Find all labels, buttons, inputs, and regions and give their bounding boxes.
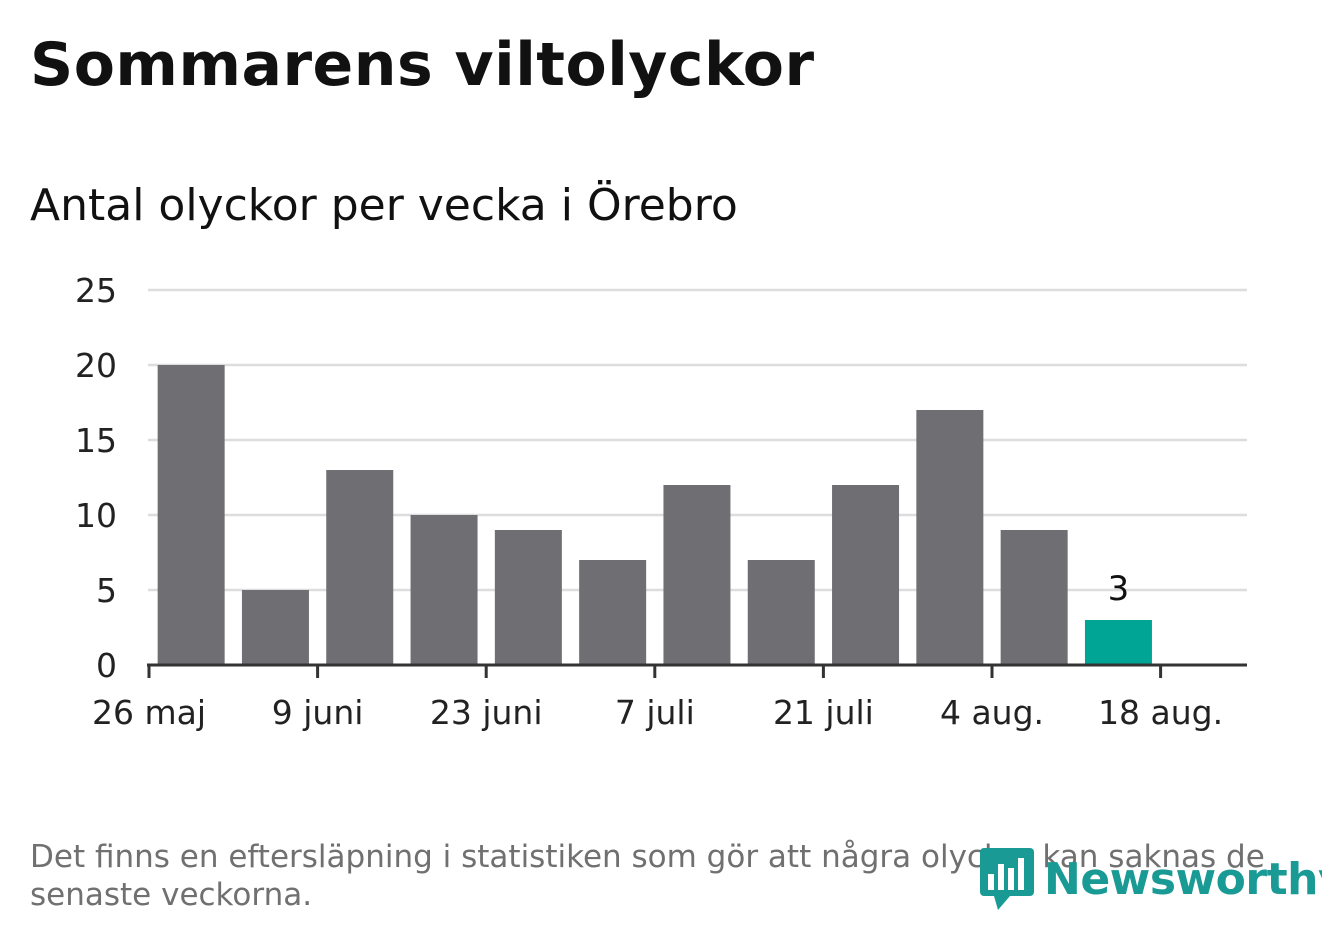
x-tick-label: 18 aug. bbox=[1098, 693, 1223, 732]
y-tick-label: 20 bbox=[75, 346, 117, 385]
newsworthy-logo-text: Newsworthy bbox=[1044, 853, 1322, 905]
x-tick-label: 7 juli bbox=[615, 693, 695, 732]
chart-title: Sommarens viltolyckor bbox=[30, 30, 815, 100]
bar-highlight bbox=[1084, 620, 1152, 665]
x-tick-label: 26 maj bbox=[92, 693, 206, 732]
bar bbox=[241, 590, 309, 665]
footnote: Det finns en eftersläpning i statistiken… bbox=[30, 839, 1265, 913]
y-tick-label: 5 bbox=[96, 571, 117, 610]
bar bbox=[410, 515, 478, 665]
y-tick-label: 10 bbox=[75, 496, 117, 535]
bar bbox=[494, 530, 562, 665]
bar bbox=[157, 365, 225, 665]
y-tick-label: 15 bbox=[75, 421, 117, 460]
data-label: 3 bbox=[1108, 569, 1130, 609]
x-tick-label: 9 juni bbox=[272, 693, 364, 732]
x-tick-label: 4 aug. bbox=[940, 693, 1044, 732]
bar bbox=[326, 470, 394, 665]
bar bbox=[916, 410, 984, 665]
bar bbox=[1000, 530, 1068, 665]
y-tick-label: 25 bbox=[75, 271, 117, 310]
newsworthy-logo-icon bbox=[980, 848, 1034, 910]
y-tick-label: 0 bbox=[96, 646, 117, 685]
bar bbox=[663, 485, 731, 665]
bar bbox=[579, 560, 647, 665]
x-tick-label: 21 juli bbox=[773, 693, 874, 732]
x-tick-label: 23 juni bbox=[430, 693, 543, 732]
chart-subtitle: Antal olyckor per vecka i Örebro bbox=[30, 180, 738, 231]
newsworthy-logo: Newsworthy bbox=[980, 846, 1322, 912]
bar bbox=[747, 560, 815, 665]
bar bbox=[832, 485, 900, 665]
